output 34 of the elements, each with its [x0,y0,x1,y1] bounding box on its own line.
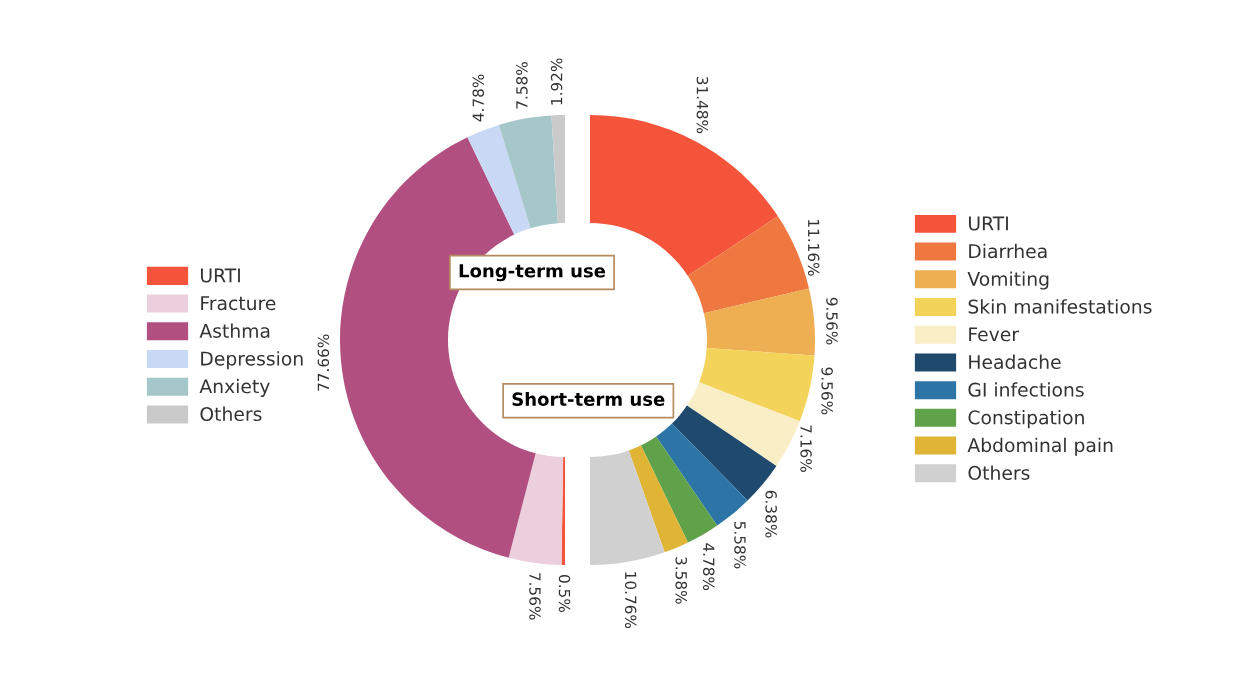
legend-label: Asthma [199,323,270,338]
text: Long-term use [459,264,606,282]
data-label: 10.76% [624,572,637,629]
data-label: 6.38% [765,490,777,538]
legend-label: URTI [969,216,1008,231]
legend-label: Fracture [201,296,276,311]
legend-label: Fever [969,327,1019,342]
legend-label: Abdominal pain [967,437,1113,456]
data-label: 7.16% [800,425,812,472]
data-label: 5.58% [734,521,746,569]
data-label: 4.78% [472,74,485,122]
data-label: 7.56% [529,573,541,620]
data-label: 1.92% [550,58,563,105]
legend-label: Diarrhea [969,243,1047,259]
text: Short-term use [512,392,665,406]
data-label: 3.58% [675,557,688,604]
legend-label: Others [200,406,262,422]
legend-label: Vomiting [967,271,1049,290]
legend-label: Skin manifestations [968,299,1152,314]
legend-label: Constipation [968,409,1084,429]
legend-label: URTI [201,268,240,283]
data-label: 9.56% [821,367,833,415]
data-label: 9.56% [826,297,838,345]
data-label: 7.58% [516,62,528,109]
legend-label: Headache [969,354,1061,370]
legend-label: Depression [201,351,303,370]
legend-label: Others [968,465,1030,480]
data-label: 11.16% [807,220,820,276]
legend-label: GI infections [968,382,1084,397]
data-label: 4.78% [702,543,715,591]
legend-label: Anxiety [199,378,270,397]
data-label: 77.66% [317,334,330,391]
data-label: 31.48% [696,76,709,134]
data-label: 0.5% [558,575,571,612]
